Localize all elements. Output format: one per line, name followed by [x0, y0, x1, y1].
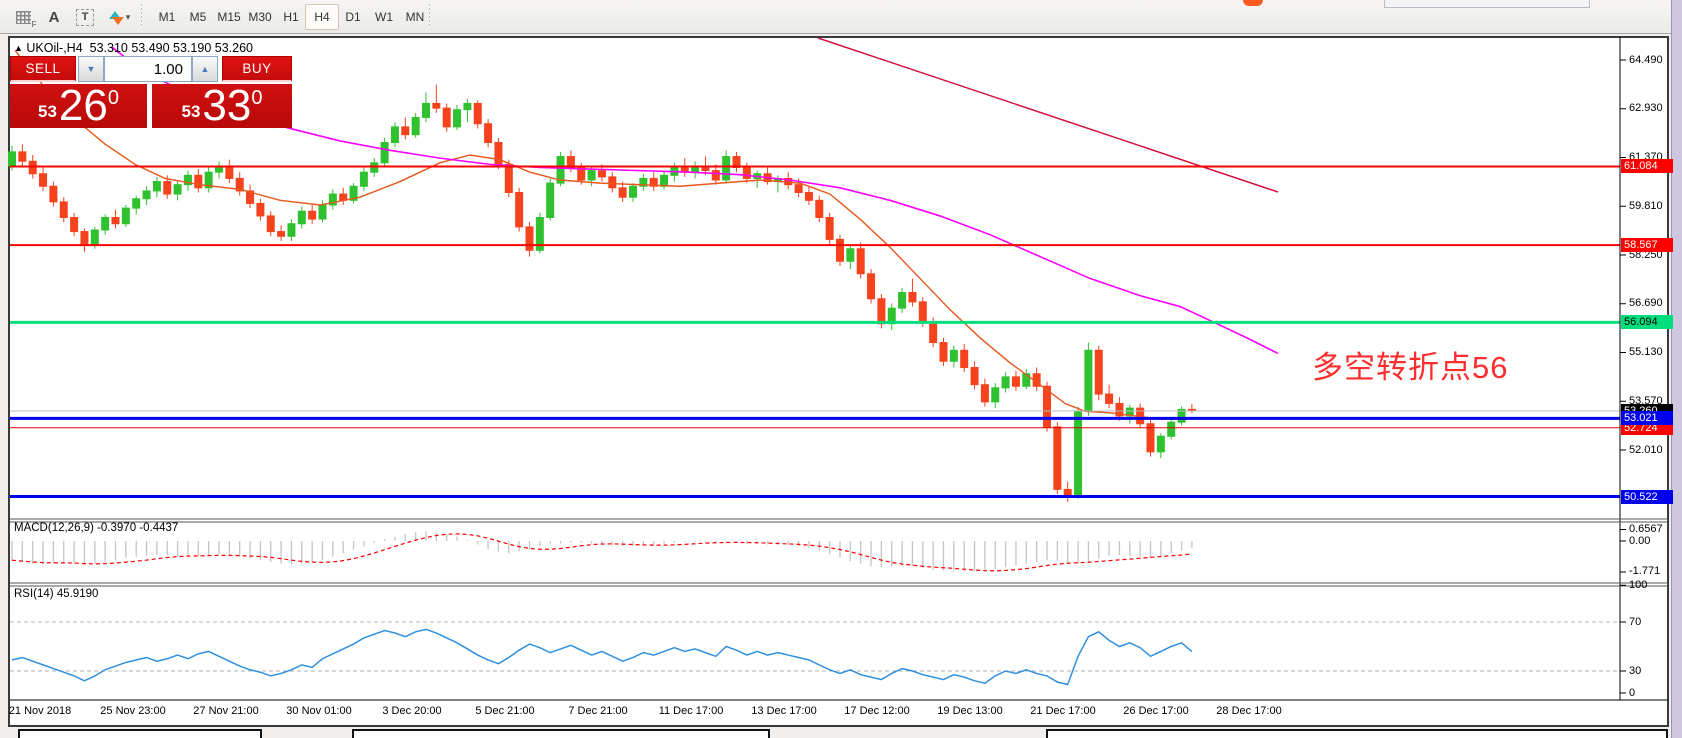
arrow-objects-icon[interactable]: ▾	[100, 4, 138, 30]
date-label: 13 Dec 17:00	[751, 705, 817, 717]
date-label: 5 Dec 21:00	[475, 705, 535, 717]
toolbar-separator	[141, 4, 142, 28]
chevron-up-icon: ▲	[200, 64, 210, 74]
date-label: 17 Dec 12:00	[844, 705, 910, 717]
timeframe-button-w1[interactable]: W1	[375, 10, 393, 24]
text-box-icon[interactable]: T	[70, 4, 100, 30]
chart-title: ▲ UKOil-,H4 53.310 53.490 53.190 53.260	[14, 41, 253, 55]
timeframe-button-d1[interactable]: D1	[345, 10, 361, 24]
grid-dots-icon: F	[15, 10, 37, 29]
rsi-indicator-label: RSI(14) 45.9190	[14, 588, 99, 600]
price-tick-label: 53.570	[1629, 394, 1663, 407]
date-label: 25 Nov 23:00	[100, 705, 166, 717]
macd-tick-label: 0.00	[1629, 534, 1651, 547]
rsi-tick-label: 100	[1629, 578, 1648, 591]
timeframe-button-m5[interactable]: M5	[189, 10, 207, 24]
price-level-label: 53.021	[1621, 411, 1673, 426]
date-label: 7 Dec 21:00	[568, 705, 628, 717]
bottom-window-fragment[interactable]	[352, 729, 770, 738]
price-tick-label: 59.810	[1629, 199, 1663, 212]
price-tick-label: 62.930	[1629, 102, 1663, 115]
price-tick-label: 55.130	[1629, 346, 1663, 358]
timeframe-button-m30[interactable]: M30	[248, 10, 272, 24]
price-level-label: 58.567	[1621, 238, 1673, 253]
sell-button[interactable]: SELL	[10, 56, 76, 82]
timeframe-button-mn[interactable]: MN	[405, 10, 425, 24]
chevron-down-icon: ▼	[86, 64, 96, 74]
date-label: 21 Nov 2018	[8, 705, 72, 717]
periodicity-grid-icon[interactable]: F	[8, 4, 38, 30]
volume-decrease-button[interactable]: ▼	[78, 56, 104, 82]
bottom-window-fragment[interactable]	[18, 729, 262, 738]
macd-indicator-label: MACD(12,26,9) -0.3970 -0.4437	[14, 522, 179, 534]
macd-tick-label: 0.6567	[1629, 523, 1663, 535]
rsi-tick-label: 0	[1629, 686, 1636, 699]
date-label: 26 Dec 17:00	[1123, 705, 1189, 717]
price-level-label: 61.084	[1621, 159, 1673, 174]
date-label: 30 Nov 01:00	[286, 705, 352, 717]
diamond-arrows-icon	[108, 9, 124, 25]
price-level-label: 56.094	[1621, 315, 1673, 330]
timeframe-button-m1[interactable]: M1	[158, 10, 176, 24]
date-label: 21 Dec 17:00	[1030, 705, 1096, 717]
date-label: 19 Dec 13:00	[937, 705, 1003, 717]
scrollbar-track[interactable]	[1671, 0, 1682, 738]
bottom-window-fragment[interactable]	[1046, 729, 1668, 738]
date-label: 28 Dec 17:00	[1216, 705, 1282, 717]
timeframe-button-m15[interactable]: M15	[217, 10, 241, 24]
symbol-timeframe-label: UKOil-,H4	[26, 41, 83, 55]
date-label: 11 Dec 17:00	[658, 705, 724, 717]
chart-text-annotation: 多空转折点56	[1312, 350, 1509, 385]
chevron-down-icon: ▾	[125, 11, 131, 22]
timeframe-button-h1[interactable]: H1	[283, 10, 299, 24]
ohlc-readout: 53.310 53.490 53.190 53.260	[89, 41, 253, 55]
cutoff-window-artifact	[1384, 0, 1590, 8]
text-label-icon[interactable]: A	[48, 8, 60, 26]
cutoff-orange-artifact	[1243, 0, 1263, 6]
price-tick-label: 64.490	[1629, 53, 1663, 66]
date-label: 3 Dec 20:00	[382, 705, 442, 717]
rsi-tick-label: 30	[1629, 664, 1642, 677]
volume-input[interactable]	[104, 56, 192, 82]
sell-price-panel[interactable]: 53 26 0	[10, 84, 147, 128]
price-level-label: 50.522	[1621, 489, 1673, 504]
collapse-arrow-icon[interactable]: ▲	[14, 43, 23, 53]
price-tick-label: 56.690	[1629, 297, 1663, 310]
date-label: 27 Nov 21:00	[193, 705, 259, 717]
timeframe-button-h4[interactable]: H4	[305, 4, 339, 30]
toolbar: F A T ▾ M1 M5 M15 M30 H1 H4 D1 W1 MN	[0, 0, 1682, 34]
buy-button[interactable]: BUY	[222, 56, 292, 82]
toolbar-separator	[429, 4, 430, 28]
price-tick-label: 52.010	[1629, 443, 1663, 456]
buy-price-panel[interactable]: 53 33 0	[152, 84, 292, 128]
volume-increase-button[interactable]: ▲	[192, 56, 218, 82]
chart-window	[8, 36, 1669, 727]
rsi-tick-label: 70	[1629, 615, 1642, 628]
macd-tick-label: -1.771	[1629, 565, 1661, 578]
